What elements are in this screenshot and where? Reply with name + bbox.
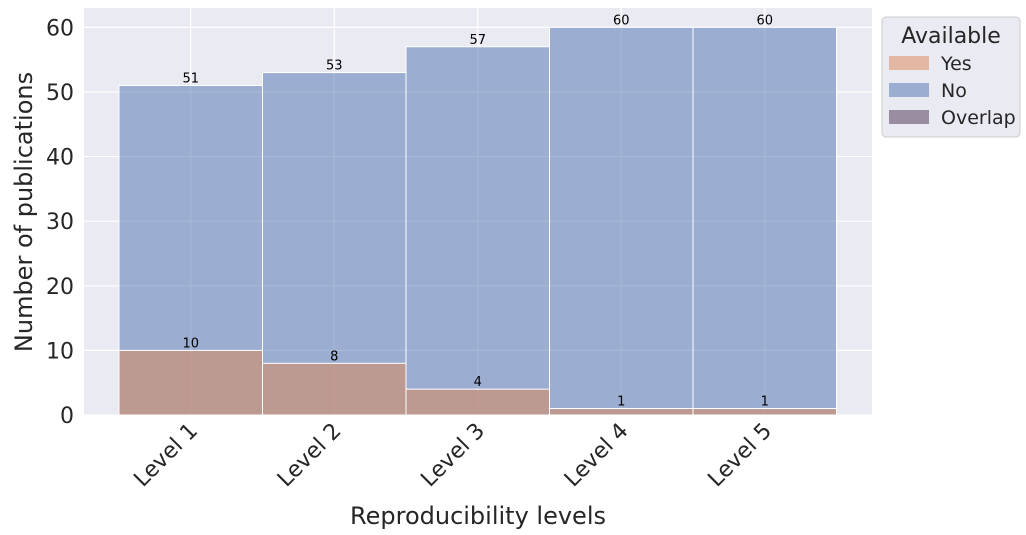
data-label-yes: 4 [474, 375, 482, 390]
bar-yes [262, 362, 407, 416]
data-label-no: 57 [469, 33, 486, 48]
x-tick-label: Level 4 [560, 419, 634, 493]
legend-label: Yes [940, 53, 972, 75]
bar-no [692, 26, 837, 416]
data-label-yes: 1 [761, 395, 769, 410]
data-label-no: 51 [182, 72, 199, 87]
legend-label: Overlap [941, 107, 1016, 129]
y-axis-ticks: 0 10 20 30 40 50 60 [46, 16, 74, 429]
x-axis-ticks: Level 1 Level 2 Level 3 Level 4 Level 5 [129, 419, 777, 493]
bar-yes [118, 349, 263, 416]
legend: Available Yes No Overlap [881, 16, 1021, 138]
y-tick-label: 20 [46, 275, 74, 300]
y-tick-label: 40 [46, 146, 74, 171]
data-labels: 51 10 53 8 57 4 60 1 60 1 [182, 13, 773, 409]
y-tick-label: 60 [46, 16, 74, 41]
legend-swatch [889, 110, 929, 124]
bars [118, 26, 837, 416]
y-tick-label: 0 [60, 404, 74, 429]
data-label-no: 60 [613, 13, 630, 28]
legend-entry-no: No [889, 80, 967, 102]
legend-label: No [941, 80, 967, 102]
y-tick-label: 30 [46, 210, 74, 235]
legend-swatch [889, 56, 929, 70]
bar-yes [692, 408, 837, 416]
legend-swatch [889, 83, 929, 97]
x-axis-label: Reproducibility levels [350, 502, 606, 530]
y-tick-label: 10 [46, 339, 74, 364]
bar-yes [405, 388, 550, 416]
x-tick-label: Level 2 [273, 419, 347, 493]
legend-entry-yes: Yes [889, 53, 972, 75]
bar-no [405, 46, 550, 416]
legend-title: Available [901, 24, 1001, 49]
x-tick-label: Level 5 [703, 419, 777, 493]
data-label-no: 60 [756, 13, 773, 28]
legend-frame [881, 16, 1021, 138]
data-label-yes: 1 [617, 395, 625, 410]
data-label-no: 53 [326, 59, 343, 74]
y-axis-label: Number of publications [10, 72, 38, 352]
x-tick-label: Level 3 [416, 419, 490, 493]
y-tick-label: 50 [46, 81, 74, 106]
data-label-yes: 10 [182, 336, 199, 351]
legend-entries: Yes No Overlap [889, 53, 1016, 129]
legend-entry-overlap: Overlap [889, 107, 1016, 129]
x-tick-label: Level 1 [129, 419, 203, 493]
bar-no [549, 26, 694, 416]
data-label-yes: 8 [330, 349, 338, 364]
